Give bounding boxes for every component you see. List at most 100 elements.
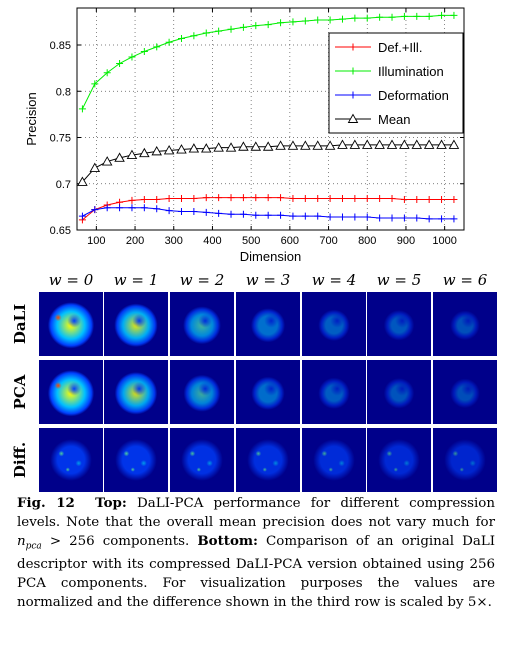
data-point-def-ill — [202, 194, 210, 202]
data-point-mean — [324, 140, 336, 150]
descriptor-image — [302, 428, 366, 492]
data-point-mean — [300, 140, 311, 150]
data-point-mean — [126, 149, 138, 160]
precision-chart: 100 200 300 400 500 600 700 800 900 1000 0.65 0.7 0.… — [24, 7, 465, 264]
descriptor-heatmap — [367, 428, 431, 492]
data-point-illumination — [338, 15, 346, 23]
data-point-mean — [411, 139, 423, 149]
data-point-def-ill — [289, 195, 297, 203]
descriptor-heatmap — [367, 292, 431, 356]
chart-legend: Def.+Ill. Illumination Deformation Mean — [328, 32, 464, 134]
data-point-illumination — [78, 105, 86, 113]
data-point-illumination — [177, 35, 185, 43]
data-point-mean — [399, 139, 410, 149]
descriptor-image — [367, 428, 431, 492]
row-label: DaLI — [11, 303, 29, 345]
data-point-illumination — [450, 11, 458, 19]
data-point-mean — [250, 141, 262, 151]
data-point-deformation — [140, 204, 148, 212]
data-point-def-ill — [363, 195, 371, 203]
data-point-mean — [262, 141, 274, 151]
descriptor-image — [236, 360, 300, 424]
x-tick-label: 400 — [203, 235, 221, 247]
data-point-deformation — [103, 204, 111, 212]
data-point-deformation — [277, 211, 285, 219]
column-label: w = 1 — [113, 271, 159, 289]
y-axis-label: Precision — [24, 92, 39, 145]
descriptor-heatmap — [104, 292, 168, 356]
descriptor-image — [104, 428, 168, 492]
data-point-mean — [287, 140, 299, 150]
data-point-illumination — [140, 47, 148, 55]
descriptor-heatmap — [302, 292, 366, 356]
data-point-def-ill — [400, 195, 408, 203]
data-point-def-ill — [425, 195, 433, 203]
data-point-illumination — [326, 16, 334, 24]
data-point-illumination — [215, 27, 223, 35]
descriptor-heatmap — [367, 360, 431, 424]
descriptor-image — [170, 428, 234, 492]
data-point-illumination — [153, 43, 161, 51]
legend-marker-illumination — [349, 67, 357, 75]
column-label: w = 2 — [179, 271, 225, 289]
descriptor-heatmap — [236, 292, 300, 356]
descriptor-image — [302, 292, 366, 356]
data-point-illumination — [314, 16, 322, 24]
data-point-mean — [312, 140, 323, 150]
series-def-ill — [78, 194, 458, 224]
data-point-illumination — [425, 12, 433, 20]
y-tick-label: 0.65 — [50, 225, 71, 237]
data-point-def-ill — [264, 194, 272, 202]
descriptor-image — [39, 428, 103, 492]
caption-top-label: Top: — [95, 495, 127, 511]
descriptor-heatmap — [236, 428, 300, 492]
data-point-illumination — [128, 53, 136, 61]
data-point-def-ill — [450, 195, 458, 203]
data-point-mean — [275, 140, 286, 150]
data-point-deformation — [326, 213, 334, 221]
data-point-mean — [213, 142, 224, 152]
descriptor-heatmap — [302, 360, 366, 424]
data-point-mean — [176, 144, 187, 154]
descriptor-image — [433, 360, 497, 424]
data-point-def-ill — [177, 195, 185, 203]
data-point-illumination — [277, 19, 285, 27]
data-point-mean — [448, 139, 460, 149]
plot-frame — [76, 7, 465, 231]
data-point-mean — [386, 139, 398, 149]
data-point-deformation — [128, 204, 136, 212]
data-point-def-ill — [338, 195, 346, 203]
y-tick-label: 0.75 — [50, 133, 71, 145]
descriptor-image — [104, 360, 168, 424]
data-point-deformation — [425, 215, 433, 223]
row-label: PCA — [11, 374, 29, 410]
chart-ticks: 100 200 300 400 500 600 700 800 900 1000 0.65 0.7 0.… — [50, 8, 464, 247]
data-point-deformation — [252, 211, 260, 219]
caption-bottom-label: Bottom: — [197, 533, 258, 550]
data-point-def-ill — [153, 195, 161, 203]
x-tick-label: 100 — [87, 235, 105, 247]
data-point-deformation — [363, 213, 371, 221]
descriptor-heatmap — [104, 360, 168, 424]
descriptor-heatmap — [433, 428, 497, 492]
data-point-mean — [139, 147, 150, 158]
caption-bottom-text: Comparison of an original DaLI descripto… — [17, 534, 496, 610]
data-point-mean — [349, 139, 361, 149]
descriptor-heatmap — [39, 292, 103, 356]
data-point-deformation — [338, 213, 346, 221]
legend-marker-deformation — [349, 91, 357, 99]
data-point-illumination — [400, 12, 408, 20]
data-point-deformation — [177, 208, 185, 215]
descriptor-heatmap — [433, 360, 497, 424]
legend-marker-mean — [347, 113, 359, 123]
data-point-illumination — [252, 22, 260, 30]
data-point-deformation — [264, 211, 272, 219]
data-point-mean — [200, 143, 212, 153]
data-point-def-ill — [140, 195, 148, 203]
descriptor-image — [39, 360, 103, 424]
figure-caption: Fig. 12 Top: DaLI-PCA performance for di… — [17, 494, 495, 612]
data-point-deformation — [202, 208, 210, 216]
series-deformation — [78, 204, 458, 223]
data-point-mean — [151, 145, 162, 156]
descriptor-heatmap — [302, 428, 366, 492]
